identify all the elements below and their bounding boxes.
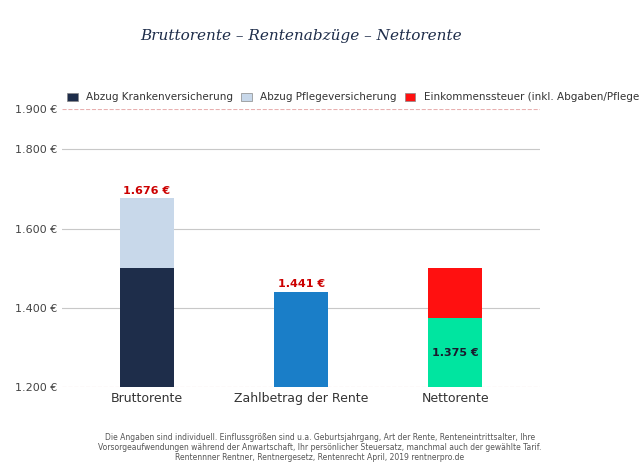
Bar: [428, 318, 483, 388]
Bar: [120, 198, 174, 269]
Text: 1.375 €: 1.375 €: [432, 348, 479, 358]
Text: 1.441 €: 1.441 €: [278, 279, 324, 290]
Title: Bruttorente – Rentenabzüge – Nettorente: Bruttorente – Rentenabzüge – Nettorente: [140, 29, 462, 43]
Text: Die Angaben sind individuell. Einflussgrößen sind u.a. Geburtsjahrgang, Art der : Die Angaben sind individuell. Einflussgr…: [99, 432, 541, 462]
Legend: Abzug Krankenversicherung, Abzug Pflegeversicherung, Einkommenssteuer (inkl. Abg: Abzug Krankenversicherung, Abzug Pflegev…: [67, 92, 640, 102]
Bar: [120, 269, 174, 388]
Bar: [428, 269, 483, 318]
Bar: [274, 292, 328, 388]
Text: 1.676 €: 1.676 €: [124, 186, 170, 196]
